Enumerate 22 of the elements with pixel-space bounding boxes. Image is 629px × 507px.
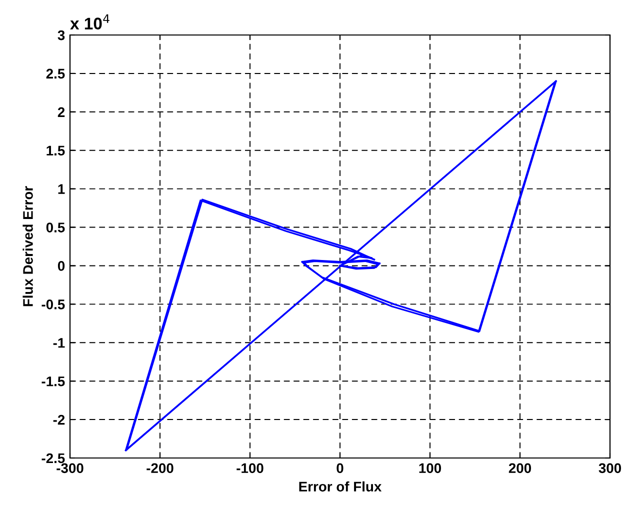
x-tick-label: -300 [56, 463, 84, 474]
x-tick-label: -200 [146, 463, 174, 474]
x-tick-label: -100 [236, 463, 264, 474]
x-tick-label: 0 [336, 463, 344, 474]
y-axis-title: Flux Derived Error [22, 186, 33, 306]
y-tick-label: 2 [58, 107, 65, 117]
y-tick-label: 0 [58, 261, 65, 271]
y-tick-label: -2.5 [42, 453, 65, 464]
x-tick-label: 100 [419, 463, 442, 474]
x-tick-label: 300 [598, 463, 622, 474]
y-tick-label: 2.5 [46, 68, 65, 79]
text: x 10$^{4}$ [70, 14, 110, 30]
y-tick-label: -0.5 [42, 300, 65, 310]
y-tick-label: 1.5 [46, 146, 65, 156]
y-tick-label: -1.5 [42, 376, 65, 386]
x-tick-label: 200 [508, 463, 532, 474]
y-tick-label: 0.5 [46, 222, 65, 232]
x-axis-title: Error of Flux [299, 481, 382, 492]
y-tick-label: 3 [58, 30, 65, 40]
y-tick-label: -1 [53, 338, 65, 348]
y-tick-label: -2 [53, 414, 65, 425]
y-tick-label: 1 [58, 184, 65, 194]
